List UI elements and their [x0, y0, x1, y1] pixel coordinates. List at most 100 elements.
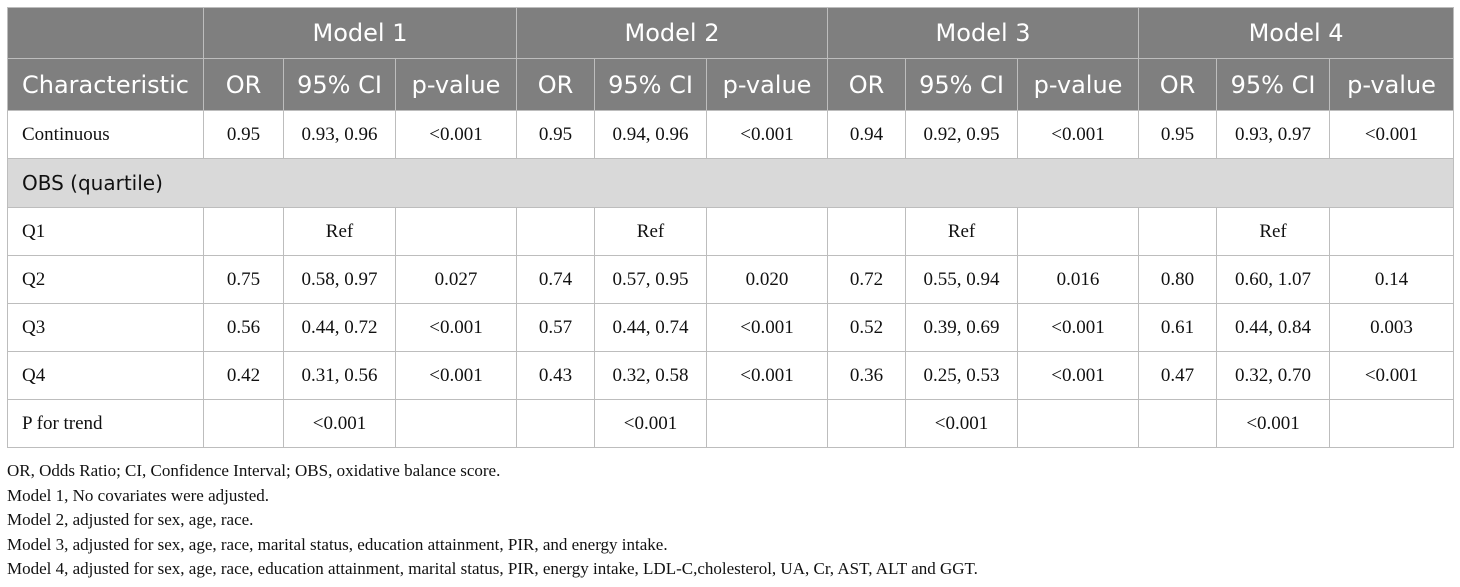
or-cell: 0.72	[827, 255, 907, 304]
p-cell: 0.027	[394, 255, 518, 304]
ci-cell: 0.32, 0.58	[594, 351, 708, 400]
row-label: Q1	[7, 207, 204, 256]
ci-cell: 0.94, 0.96	[594, 110, 708, 159]
or-cell	[203, 207, 284, 256]
trend-cell: <0.001	[905, 399, 1019, 448]
p-cell: 0.016	[1017, 255, 1140, 304]
or-cell: 0.42	[203, 351, 284, 400]
model-3-header: Model 3	[827, 7, 1140, 59]
ref-cell: Ref	[594, 207, 708, 256]
ci-cell: 0.44, 0.84	[1216, 303, 1331, 352]
row-label: Q2	[7, 255, 204, 304]
trend-cell: <0.001	[1216, 399, 1331, 448]
model-4-header: Model 4	[1138, 7, 1455, 59]
or-cell	[1138, 207, 1218, 256]
ci-cell: 0.39, 0.69	[905, 303, 1019, 352]
or-cell: 0.75	[203, 255, 284, 304]
ci-cell: 0.31, 0.56	[283, 351, 396, 400]
results-table: Model 1 Model 2 Model 3 Model 4 Characte…	[6, 7, 1455, 448]
p-cell	[706, 399, 829, 448]
p-value-header: p-value	[706, 58, 829, 111]
p-cell: <0.001	[394, 110, 518, 159]
p-cell: 0.020	[706, 255, 829, 304]
or-cell	[516, 207, 596, 256]
p-cell: <0.001	[1017, 303, 1140, 352]
ci-cell: 0.25, 0.53	[905, 351, 1019, 400]
or-header: OR	[516, 58, 596, 111]
q1-row: Q1 Ref Ref Ref Ref	[7, 207, 1455, 256]
p-cell	[394, 207, 518, 256]
or-cell: 0.52	[827, 303, 907, 352]
ci-header: 95% CI	[594, 58, 708, 111]
corner-cell	[7, 7, 204, 59]
row-label: Q4	[7, 351, 204, 400]
model-1-header: Model 1	[202, 7, 518, 59]
or-cell: 0.56	[203, 303, 284, 352]
ci-cell: 0.58, 0.97	[283, 255, 396, 304]
trend-cell: <0.001	[283, 399, 396, 448]
footnote-model-2: Model 2, adjusted for sex, age, race.	[7, 510, 254, 529]
or-cell	[516, 399, 596, 448]
ref-cell: Ref	[1216, 207, 1331, 256]
model-header-row: Model 1 Model 2 Model 3 Model 4	[7, 7, 1455, 59]
p-cell	[1017, 207, 1140, 256]
ci-cell: 0.93, 0.97	[1216, 110, 1331, 159]
model-2-header: Model 2	[516, 7, 829, 59]
or-header: OR	[1138, 58, 1218, 111]
ref-cell: Ref	[905, 207, 1019, 256]
p-cell: <0.001	[394, 303, 518, 352]
or-header: OR	[827, 58, 907, 111]
or-cell: 0.43	[516, 351, 596, 400]
footnote-model-1: Model 1, No covariates were adjusted.	[7, 485, 269, 505]
p-cell	[394, 399, 518, 448]
or-cell: 0.47	[1138, 351, 1218, 400]
ci-cell: 0.32, 0.70	[1216, 351, 1331, 400]
p-value-header: p-value	[1329, 58, 1455, 111]
or-cell: 0.95	[1138, 110, 1218, 159]
q3-row: Q3 0.56 0.44, 0.72 <0.001 0.57 0.44, 0.7…	[7, 303, 1455, 352]
table-footnotes: OR, Odds Ratio; CI, Confidence Interval;…	[7, 459, 978, 582]
or-cell: 0.94	[827, 110, 907, 159]
ci-cell: 0.93, 0.96	[283, 110, 396, 159]
p-cell: <0.001	[706, 351, 829, 400]
or-cell	[827, 207, 907, 256]
ci-cell: 0.55, 0.94	[905, 255, 1019, 304]
p-cell	[1329, 207, 1455, 256]
or-cell: 0.57	[516, 303, 596, 352]
ci-cell: 0.44, 0.72	[283, 303, 396, 352]
continuous-row: Continuous 0.95 0.93, 0.96 <0.001 0.95 0…	[7, 110, 1455, 159]
ci-cell: 0.57, 0.95	[594, 255, 708, 304]
q4-row: Q4 0.42 0.31, 0.56 <0.001 0.43 0.32, 0.5…	[7, 351, 1455, 400]
p-cell: 0.14	[1329, 255, 1455, 304]
p-cell: <0.001	[1017, 351, 1140, 400]
p-cell: <0.001	[394, 351, 518, 400]
row-label: Continuous	[7, 110, 204, 159]
or-cell	[827, 399, 907, 448]
or-cell: 0.80	[1138, 255, 1218, 304]
or-cell: 0.61	[1138, 303, 1218, 352]
p-cell: <0.001	[706, 110, 829, 159]
p-value-header: p-value	[394, 58, 518, 111]
footnote-model-3: Model 3, adjusted for sex, age, race, ma…	[7, 534, 668, 554]
p-cell: <0.001	[1017, 110, 1140, 159]
or-cell: 0.95	[203, 110, 284, 159]
ref-cell: Ref	[283, 207, 396, 256]
ci-header: 95% CI	[905, 58, 1019, 111]
p-cell: <0.001	[706, 303, 829, 352]
p-cell: 0.003	[1329, 303, 1455, 352]
trend-cell: <0.001	[594, 399, 708, 448]
row-label: P for trend	[7, 399, 204, 448]
or-cell: 0.95	[516, 110, 596, 159]
trend-row: P for trend <0.001 <0.001 <0.001 <0.001	[7, 399, 1455, 448]
ci-header: 95% CI	[1216, 58, 1331, 111]
or-cell: 0.74	[516, 255, 596, 304]
or-cell: 0.36	[827, 351, 907, 400]
p-cell	[1017, 399, 1140, 448]
ci-cell: 0.92, 0.95	[905, 110, 1019, 159]
ci-header: 95% CI	[283, 58, 396, 111]
footnote-abbreviations: OR, Odds Ratio; CI, Confidence Interval;…	[7, 461, 501, 480]
p-cell	[706, 207, 829, 256]
or-header: OR	[203, 58, 284, 111]
or-cell	[1138, 399, 1218, 448]
p-cell	[1329, 399, 1455, 448]
